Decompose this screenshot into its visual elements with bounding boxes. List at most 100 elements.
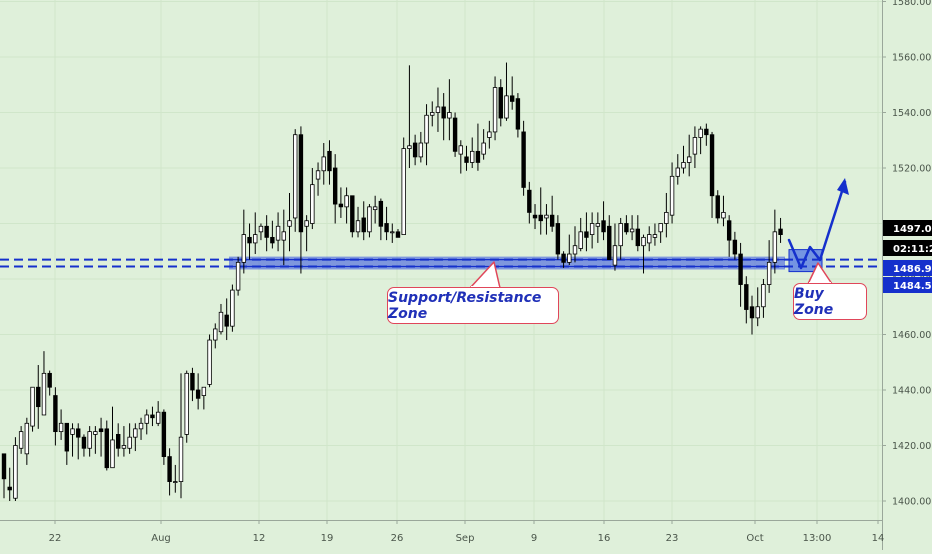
candle-body-up: [93, 431, 98, 435]
candle-body-up: [293, 134, 298, 219]
candle-body-up: [492, 87, 498, 133]
candle-body-down: [64, 422, 70, 452]
support-resistance-zone: [229, 256, 785, 270]
candle-body-down: [161, 411, 167, 458]
candle-body-down: [635, 228, 641, 247]
candle: [332, 154, 338, 224]
candle-body-up: [230, 289, 235, 327]
candle: [641, 234, 646, 274]
candle: [287, 192, 292, 252]
candle: [664, 192, 669, 238]
time-axis-label: 14: [872, 533, 885, 544]
projection-arrow-head: [837, 178, 849, 195]
candle-body-up: [13, 445, 18, 499]
candle-body-up: [275, 225, 281, 241]
candle: [447, 79, 452, 141]
candle-body-up: [355, 220, 361, 233]
price-badge: [883, 277, 932, 293]
candle: [395, 229, 401, 238]
time-axis-label: 13:00: [803, 533, 832, 544]
candle: [704, 123, 709, 146]
candle: [567, 234, 572, 266]
candle: [492, 76, 498, 141]
price-badge-label: 1486.99: [893, 264, 932, 275]
time-axis-label: 9: [531, 533, 537, 544]
candle: [435, 87, 441, 132]
price-axis-label: 1520.00: [892, 164, 931, 175]
candle-body-down: [704, 128, 709, 136]
candle: [258, 223, 264, 241]
candle-body-up: [641, 236, 646, 247]
candle-body-up: [372, 206, 378, 211]
candle-body-up: [629, 228, 635, 233]
candle-body-up: [201, 386, 207, 396]
candle: [281, 209, 286, 266]
candle-body-down: [726, 220, 732, 241]
candle: [624, 215, 629, 235]
candle: [224, 298, 229, 341]
candle-body-up: [470, 150, 475, 163]
time-axis-label: Sep: [456, 533, 475, 544]
candle-body-up: [618, 223, 623, 247]
candle-body-up: [675, 167, 680, 177]
time-axis: 22 Aug 12 19 26 Sep 9 16 23 Oct 13:00 14: [49, 520, 885, 544]
candle-body-up: [766, 261, 772, 285]
candle: [487, 120, 492, 149]
candle-body-down: [532, 214, 538, 219]
candle: [53, 387, 58, 446]
candle: [350, 195, 355, 238]
candle: [778, 217, 783, 243]
candle-body-up: [772, 231, 778, 263]
candle-body-up: [110, 439, 115, 469]
candle: [315, 162, 321, 196]
candle: [247, 223, 252, 260]
candle: [1, 453, 7, 499]
candle: [578, 217, 583, 252]
time-axis-label: 22: [49, 533, 62, 544]
candle-body-up: [589, 223, 595, 236]
candle-body-down: [53, 395, 58, 433]
candle-body-up: [612, 245, 618, 266]
candle-body-down: [332, 167, 338, 205]
candle-body-down: [338, 203, 344, 208]
candle: [253, 212, 258, 255]
candle-body-up: [213, 328, 218, 341]
candle: [18, 426, 24, 454]
candle: [372, 195, 378, 224]
candle: [76, 423, 81, 460]
candle-body-down: [81, 436, 87, 449]
candle-body-up: [658, 223, 663, 233]
candle: [264, 215, 269, 252]
candle: [424, 104, 429, 166]
candle: [612, 223, 618, 271]
candle: [698, 126, 703, 155]
candle: [561, 251, 566, 268]
candle-body-down: [452, 117, 458, 152]
candle-body-up: [30, 386, 35, 427]
candle-body-up: [424, 114, 429, 144]
candle: [213, 323, 218, 349]
candle: [504, 62, 509, 121]
candle-body-up: [241, 234, 247, 263]
candle: [355, 206, 361, 238]
candle: [344, 187, 349, 224]
candle: [418, 131, 424, 163]
candle-body-up: [235, 261, 241, 291]
candle: [430, 101, 435, 127]
candle-body-up: [310, 184, 315, 224]
candle-body-down: [247, 236, 252, 244]
time-axis-label: Aug: [151, 533, 171, 544]
candle: [687, 134, 692, 177]
candle: [121, 426, 127, 457]
candle-body-down: [361, 217, 366, 233]
candle-body-down: [498, 87, 503, 119]
candle-body-down: [412, 142, 418, 158]
candle-body-up: [435, 106, 441, 113]
candle: [755, 287, 760, 327]
projection-arrow-line: [787, 180, 847, 270]
candle: [647, 226, 652, 252]
candle: [321, 143, 326, 185]
candle: [293, 129, 298, 232]
candle: [81, 434, 87, 457]
